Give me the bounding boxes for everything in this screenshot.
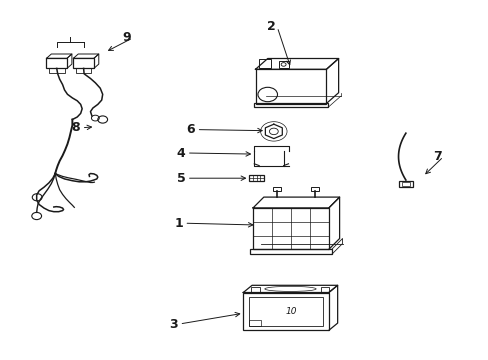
- Bar: [311, 187, 319, 190]
- Bar: [243, 292, 328, 330]
- Bar: [248, 297, 322, 326]
- Bar: [255, 69, 325, 104]
- Bar: [401, 182, 409, 186]
- Bar: [273, 187, 281, 190]
- Bar: [259, 59, 271, 68]
- Bar: [49, 68, 64, 73]
- Text: 10: 10: [285, 307, 296, 316]
- Text: 3: 3: [169, 318, 178, 330]
- Text: 2: 2: [266, 21, 275, 33]
- Text: 5: 5: [176, 172, 185, 185]
- Bar: [253, 104, 327, 107]
- Bar: [398, 181, 412, 187]
- Bar: [251, 287, 260, 293]
- Bar: [73, 58, 94, 68]
- Bar: [46, 58, 67, 68]
- Bar: [278, 61, 288, 68]
- Text: 8: 8: [71, 121, 80, 134]
- Bar: [249, 249, 331, 254]
- Text: 6: 6: [186, 123, 195, 136]
- Text: 7: 7: [432, 150, 441, 163]
- Text: 4: 4: [176, 147, 185, 159]
- Bar: [320, 287, 329, 293]
- Bar: [248, 320, 261, 326]
- Bar: [76, 68, 91, 73]
- Text: 9: 9: [122, 31, 131, 44]
- Bar: [253, 208, 328, 249]
- Text: 1: 1: [174, 217, 183, 230]
- Bar: [249, 175, 264, 181]
